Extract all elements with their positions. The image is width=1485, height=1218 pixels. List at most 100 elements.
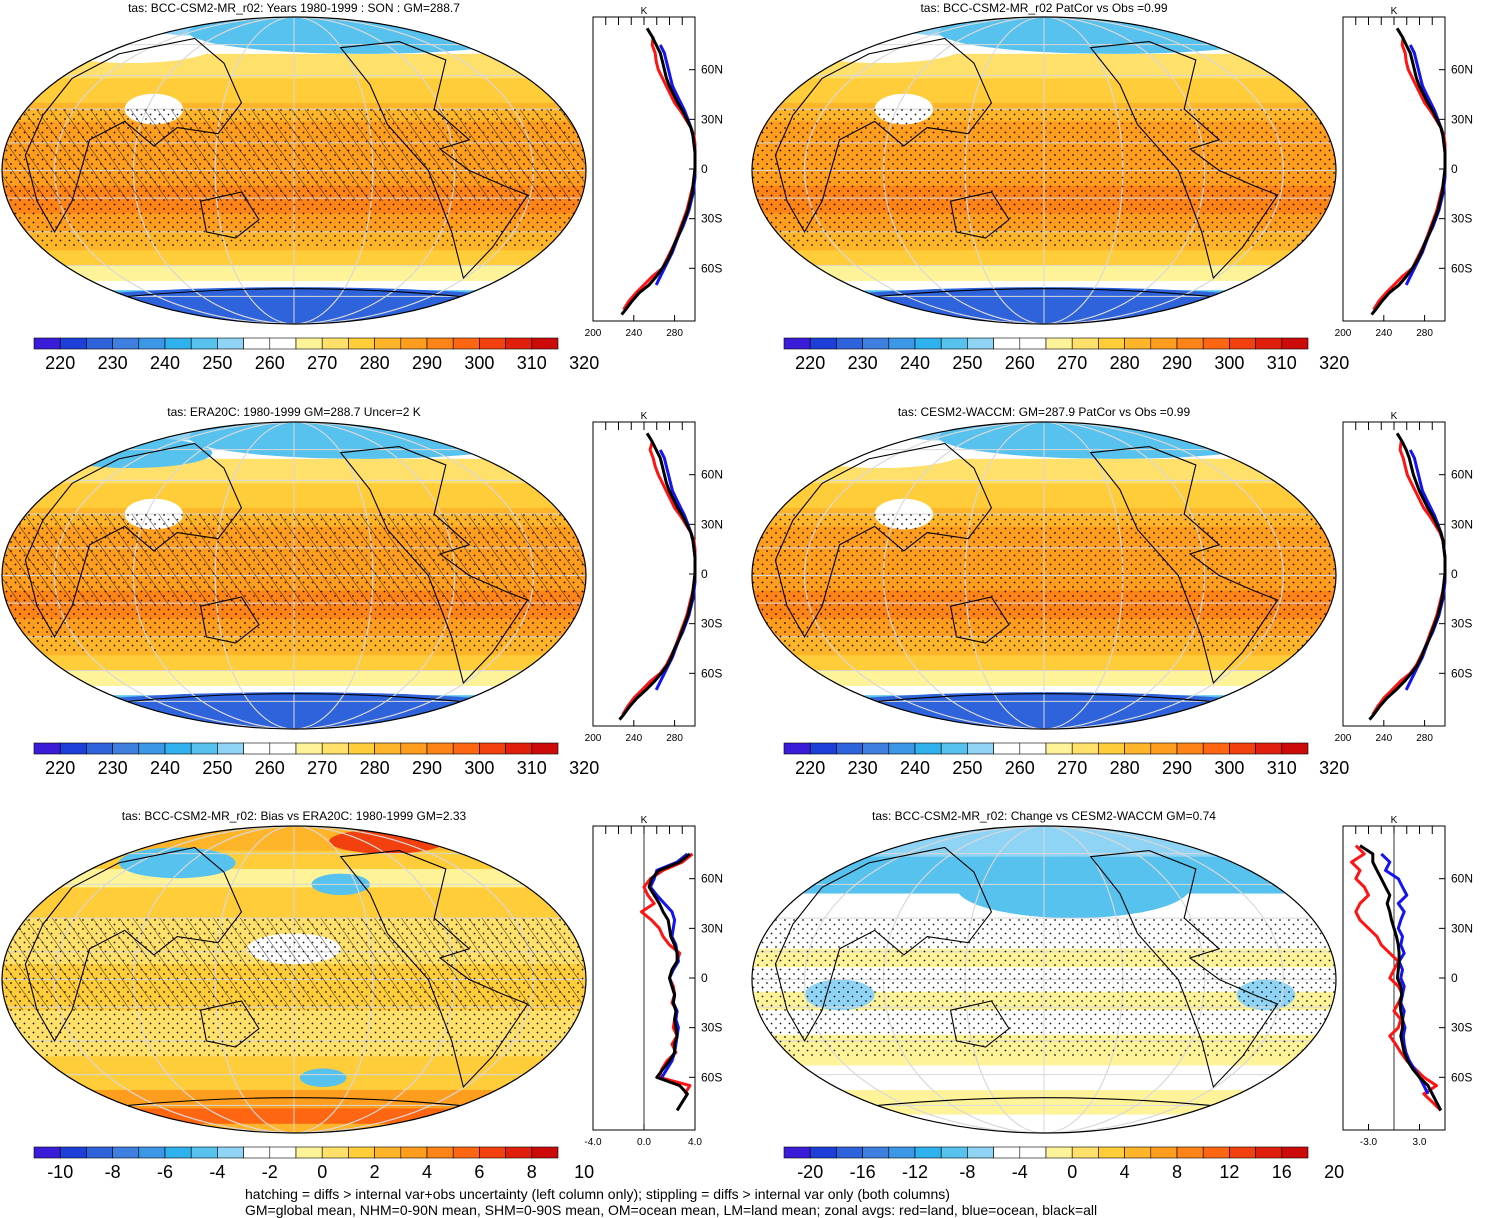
colorbar-label: 240 [150,758,180,778]
colorbar-cell [836,337,863,350]
colorbar-cell [1281,1146,1309,1159]
coastlines [774,846,1279,1113]
colorbar-label: 10 [574,1162,594,1182]
colorbar-cell [1176,742,1204,755]
profile-unit: K [1391,411,1398,422]
profile-frame [592,16,696,322]
colorbar-cell [400,1146,428,1159]
colorbar-cell [809,1146,837,1159]
colorbar-label: -2 [262,1162,278,1182]
colorbar-cell [1229,337,1256,350]
profile-lat-label: 60N [701,468,723,482]
profile-lat-label: 0 [1451,567,1458,581]
colorbar-cell [531,742,559,755]
colorbar-cell [914,742,942,755]
profile-all-line [1359,844,1443,1112]
profile-lat-label: 0 [701,162,708,176]
profile-frame [1342,421,1446,727]
colorbar-label: -12 [902,1162,928,1182]
colorbar-cell [1176,337,1204,350]
colorbar-cell [321,1146,349,1159]
colorbar-label: 220 [795,758,825,778]
panel-a: tas: BCC-CSM2-MR_r02: Years 1980-1999 : … [1,1,723,373]
map-border [1,421,587,730]
colorbar-label: -8 [959,1162,975,1182]
colorbar-cell [479,337,506,350]
colorbar-cell [86,337,113,350]
colorbar-cell [33,742,61,755]
colorbar-cell [1150,1146,1178,1159]
colorbar-cell [452,742,480,755]
profile-x-label: -3.0 [1360,1137,1378,1148]
colorbar-cell [1045,1146,1073,1159]
profile-x-label: 200 [1335,733,1352,744]
colorbar-cell [1150,742,1178,755]
profile-all-line [618,432,697,721]
colorbar-cell [1124,1146,1152,1159]
profile-x-label: 200 [1335,328,1352,339]
colorbar-label: 220 [45,353,75,373]
profile-x-label: 240 [625,733,642,744]
map-field [752,826,1336,1133]
colorbar-cell [400,337,428,350]
profile-lat-label: 0 [1451,971,1458,985]
colorbar-label: -6 [157,1162,173,1182]
colorbar-cell [243,1146,271,1159]
colorbar-label: 320 [569,758,599,778]
colorbar-cell [243,337,271,350]
colorbar-cell [112,742,140,755]
colorbar-cell [809,337,837,350]
colorbar-label: 16 [1272,1162,1292,1182]
colorbar-cell [783,337,811,350]
colorbar-cell [269,337,297,350]
colorbar-cell [888,1146,916,1159]
colorbar-label: 240 [900,353,930,373]
colorbar-cell [940,337,968,350]
profile-unit: K [641,815,648,826]
profile-lat-label: 0 [1451,162,1458,176]
colorbar-label: 4 [1120,1162,1130,1182]
colorbar-label: 290 [1162,758,1192,778]
colorbar-cell [1019,742,1047,755]
colorbar-cell [190,742,218,755]
map-field [2,17,586,324]
colorbar-cell [1176,1146,1204,1159]
profile-ocean-line [648,852,689,1079]
profile-x-label: 240 [625,328,642,339]
colorbar-label: 300 [1214,758,1244,778]
colorbar-cell [1124,337,1152,350]
profile-lat-label: 30N [701,921,723,935]
map-field [2,826,586,1133]
colorbar-cell [1150,337,1178,350]
colorbar-cell [59,337,87,350]
map-field [2,422,586,729]
profile-land-line [621,441,697,716]
profile-ocean-line [654,44,697,286]
colorbar-label: 250 [202,353,232,373]
colorbar-cell [138,337,166,350]
colorbar-cell [862,742,890,755]
profile-x-label: -4.0 [584,1137,602,1148]
colorbar-label: 280 [1110,758,1140,778]
colorbar-cell [1045,337,1073,350]
colorbar-label: 300 [464,758,494,778]
colorbar-cell [59,742,87,755]
colorbar-cell [348,1146,375,1159]
profile-unit: K [641,411,648,422]
panel-title: tas: BCC-CSM2-MR_r02: Change vs CESM2-WA… [872,809,1216,823]
colorbar-cell [914,1146,942,1159]
colorbar-label: 320 [1319,758,1349,778]
profile-lat-label: 0 [701,971,708,985]
colorbar-label: 240 [900,758,930,778]
colorbar-cell [269,1146,297,1159]
colorbar-cell [1098,742,1125,755]
colorbar-cell [1124,742,1152,755]
colorbar-cell [1098,337,1125,350]
colorbar-label: 220 [45,758,75,778]
map-border [751,421,1337,730]
colorbar-cell [1071,742,1099,755]
colorbar-label: 270 [1057,353,1087,373]
colorbar-cell [1098,1146,1125,1159]
profile-lat-label: 30N [701,112,723,126]
colorbar-cell [295,337,323,350]
